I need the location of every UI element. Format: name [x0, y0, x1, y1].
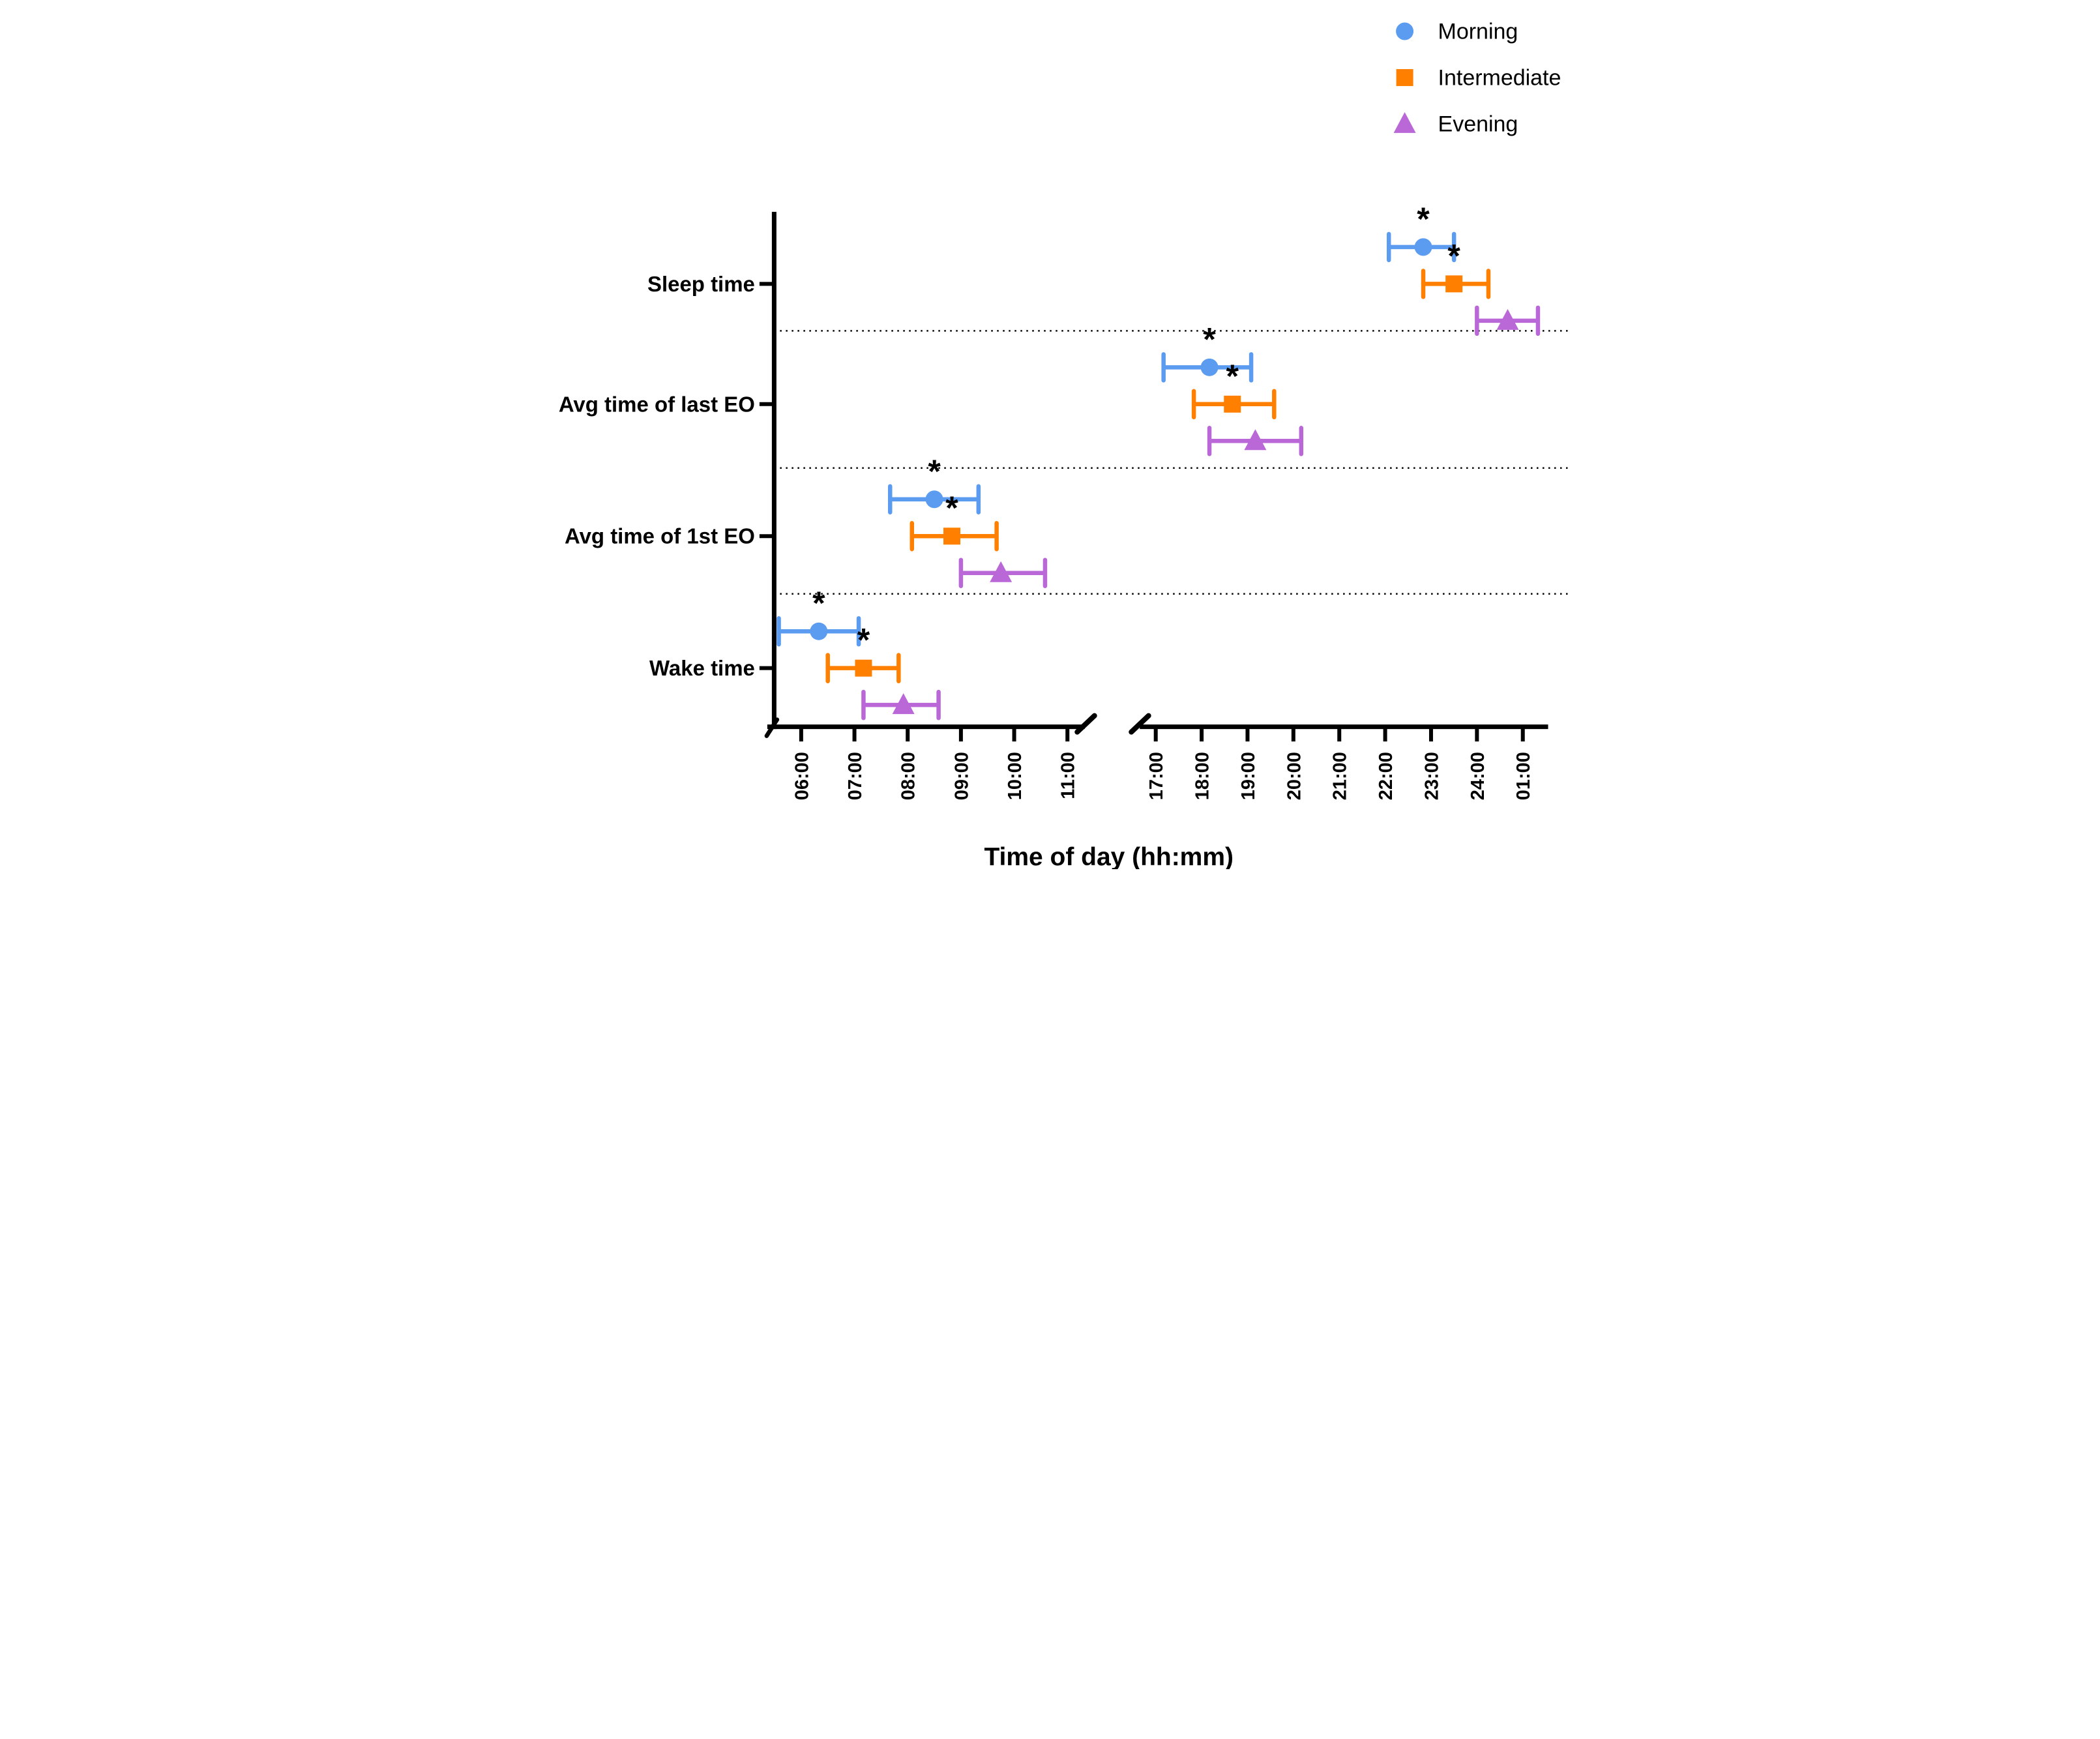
legend-label: Evening — [1438, 111, 1518, 136]
category-label: Avg time of last EO — [558, 392, 754, 416]
triangle-marker — [1243, 429, 1266, 451]
data-point-evening-3 — [958, 557, 1047, 588]
category-label: Wake time — [649, 656, 755, 680]
circle-marker — [809, 622, 827, 640]
data-point-morning-2: * — [1161, 321, 1253, 383]
square-marker — [1223, 395, 1241, 413]
category-label: Sleep time — [647, 272, 754, 296]
x-tick-label: 18:00 — [1192, 752, 1213, 800]
significance-asterisk: * — [857, 622, 870, 659]
significance-asterisk: * — [1417, 201, 1430, 237]
square-marker — [943, 528, 960, 545]
axes — [764, 211, 1548, 738]
legend-label: Intermediate — [1438, 65, 1561, 90]
x-tick-label: 24:00 — [1467, 752, 1488, 800]
square-marker — [1396, 68, 1413, 86]
x-axis-title: Time of day (hh:mm) — [984, 843, 1234, 869]
data-points: ******** — [776, 201, 1540, 721]
legend-label: Morning — [1438, 19, 1518, 44]
significance-asterisk: * — [812, 585, 825, 621]
legend: Morning Intermediate Evening — [1393, 19, 1561, 136]
significance-asterisk: * — [928, 453, 941, 490]
category-label: Avg time of 1st EO — [565, 524, 755, 548]
x-tick-label: 22:00 — [1376, 752, 1397, 800]
triangle-marker — [1496, 308, 1518, 330]
legend-item-evening: Evening — [1393, 111, 1518, 136]
data-point-intermediate-1: * — [1421, 237, 1490, 299]
x-tick-label: 06:00 — [791, 752, 812, 800]
data-point-morning-1: * — [1386, 201, 1456, 263]
x-tick-label: 21:00 — [1329, 752, 1350, 800]
x-tick-label: 08:00 — [898, 752, 919, 800]
data-point-evening-1 — [1474, 305, 1540, 336]
x-tick-label: 19:00 — [1237, 752, 1258, 800]
x-tick-label: 11:00 — [1057, 752, 1078, 799]
x-tick-label: 01:00 — [1513, 752, 1534, 800]
triangle-marker — [989, 561, 1012, 582]
data-point-intermediate-3: * — [910, 490, 999, 552]
circle-marker — [1414, 238, 1432, 256]
x-tick-label: 10:00 — [1005, 752, 1026, 800]
data-point-intermediate-2: * — [1191, 358, 1277, 420]
axis-break-slash-icon — [1074, 713, 1097, 735]
x-axis-ticks: 06:00 07:00 08:00 09:00 10:00 11:00 17:00 18:00… — [791, 726, 1534, 800]
legend-item-morning: Morning — [1395, 19, 1518, 44]
figure-container: 06:00 07:00 08:00 09:00 10:00 11:00 17:00 18:00… — [525, 0, 1575, 870]
x-tick-label: 17:00 — [1146, 752, 1167, 800]
data-point-intermediate-4: * — [825, 622, 901, 683]
y-axis-ticks: Sleep time Avg time of last EO Avg time of… — [558, 272, 774, 680]
x-tick-label: 20:00 — [1284, 752, 1305, 800]
x-tick-label: 23:00 — [1421, 752, 1442, 800]
circle-marker — [1395, 22, 1413, 40]
square-marker — [1445, 275, 1462, 293]
chronotype-sleep-timing-chart: 06:00 07:00 08:00 09:00 10:00 11:00 17:00 18:00… — [525, 0, 1575, 870]
significance-asterisk: * — [1447, 237, 1460, 274]
square-marker — [854, 659, 872, 677]
circle-marker — [925, 490, 943, 509]
data-point-evening-4 — [861, 689, 941, 721]
significance-asterisk: * — [945, 490, 958, 526]
significance-asterisk: * — [1203, 321, 1216, 357]
origin-break-slash-icon — [764, 717, 779, 738]
data-point-evening-2 — [1207, 426, 1303, 456]
category-separators — [773, 330, 1571, 595]
axis-break-slash-icon — [1128, 713, 1151, 735]
x-tick-label: 09:00 — [951, 752, 972, 800]
significance-asterisk: * — [1226, 358, 1239, 394]
x-tick-label: 07:00 — [845, 752, 866, 800]
triangle-marker — [1393, 111, 1416, 133]
data-point-morning-4: * — [776, 585, 861, 647]
triangle-marker — [892, 693, 915, 715]
circle-marker — [1200, 358, 1219, 376]
legend-item-intermediate: Intermediate — [1396, 65, 1561, 90]
data-point-morning-3: * — [887, 453, 981, 515]
